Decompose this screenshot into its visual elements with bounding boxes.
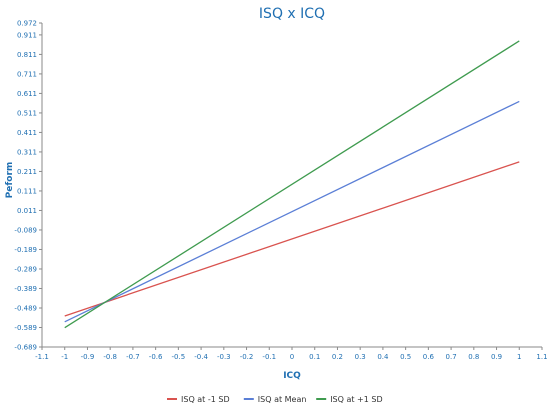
x-tick-label: -0.4 <box>194 353 208 361</box>
x-tick-label: -0.7 <box>126 353 140 361</box>
y-tick-label: -0.289 <box>14 265 37 273</box>
y-tick-label: 0.411 <box>17 129 37 137</box>
y-axis: 0.972 0.911 0.811 0.711 0.611 0.511 0.411 0.311… <box>14 20 43 352</box>
x-tick-label: 0.1 <box>309 353 320 361</box>
x-tick-label: 0.7 <box>446 353 457 361</box>
y-tick-label: -0.089 <box>14 226 37 234</box>
y-tick-label: 0.111 <box>17 187 37 195</box>
y-tick-label: 0.611 <box>17 90 37 98</box>
x-tick-label: -1.1 <box>35 353 49 361</box>
x-tick-label: -0.6 <box>149 353 163 361</box>
y-tick-label: 0.011 <box>17 207 37 215</box>
series-line-0 <box>64 161 520 317</box>
legend-item: ISQ at -1 SD <box>167 395 230 404</box>
legend-label: ISQ at Mean <box>258 395 307 404</box>
y-tick-label: -0.489 <box>14 304 37 312</box>
x-tick-label: -0.2 <box>240 353 254 361</box>
x-tick-label: -0.3 <box>217 353 231 361</box>
series-line-2 <box>64 40 520 329</box>
y-tick-label: 0.811 <box>17 51 37 59</box>
y-tick-label: 0.972 <box>17 20 37 28</box>
y-tick-label: 0.211 <box>17 168 37 176</box>
x-axis-title: ICQ <box>283 371 301 381</box>
x-tick-label: 0 <box>290 353 294 361</box>
y-tick-label: -0.589 <box>14 324 37 332</box>
x-tick-label: -0.8 <box>103 353 117 361</box>
y-axis-title: Peform <box>5 162 15 199</box>
x-tick-label: 0.8 <box>468 353 479 361</box>
x-tick-label: 1 <box>517 353 521 361</box>
chart-title: ISQ x ICQ <box>259 6 325 22</box>
x-axis: -1.1 -1 -0.9 -0.8 -0.7 -0.6 -0.5 -0.4 -0.3 -0.2 -0… <box>35 346 548 361</box>
legend-item: ISQ at Mean <box>243 395 307 404</box>
x-tick-label: -0.1 <box>262 353 276 361</box>
legend-label: ISQ at +1 SD <box>330 395 382 404</box>
x-tick-label: -0.9 <box>81 353 95 361</box>
y-tick-label: -0.689 <box>14 344 37 352</box>
y-tick-label: 0.511 <box>17 109 37 117</box>
x-tick-label: 0.4 <box>377 353 389 361</box>
x-tick-label: -1 <box>61 353 68 361</box>
y-tick-label: -0.389 <box>14 285 37 293</box>
x-tick-label: 1.1 <box>536 353 547 361</box>
legend-label: ISQ at -1 SD <box>181 395 230 404</box>
x-tick-label: 0.3 <box>355 353 366 361</box>
x-tick-label: 0.9 <box>491 353 502 361</box>
legend-item: ISQ at +1 SD <box>316 395 383 404</box>
x-tick-label: 0.6 <box>423 353 435 361</box>
y-tick-label: 0.711 <box>17 70 37 78</box>
y-tick-label: 0.911 <box>17 31 37 39</box>
series-line-1 <box>64 100 520 323</box>
legend: ISQ at -1 SD ISQ at Mean ISQ at +1 SD <box>167 395 383 404</box>
x-tick-label: 0.5 <box>400 353 411 361</box>
y-tick-label: 0.311 <box>17 148 37 156</box>
x-tick-label: -0.5 <box>172 353 186 361</box>
x-tick-label: 0.2 <box>332 353 343 361</box>
plot-series <box>64 40 520 329</box>
y-tick-label: -0.189 <box>14 246 37 254</box>
